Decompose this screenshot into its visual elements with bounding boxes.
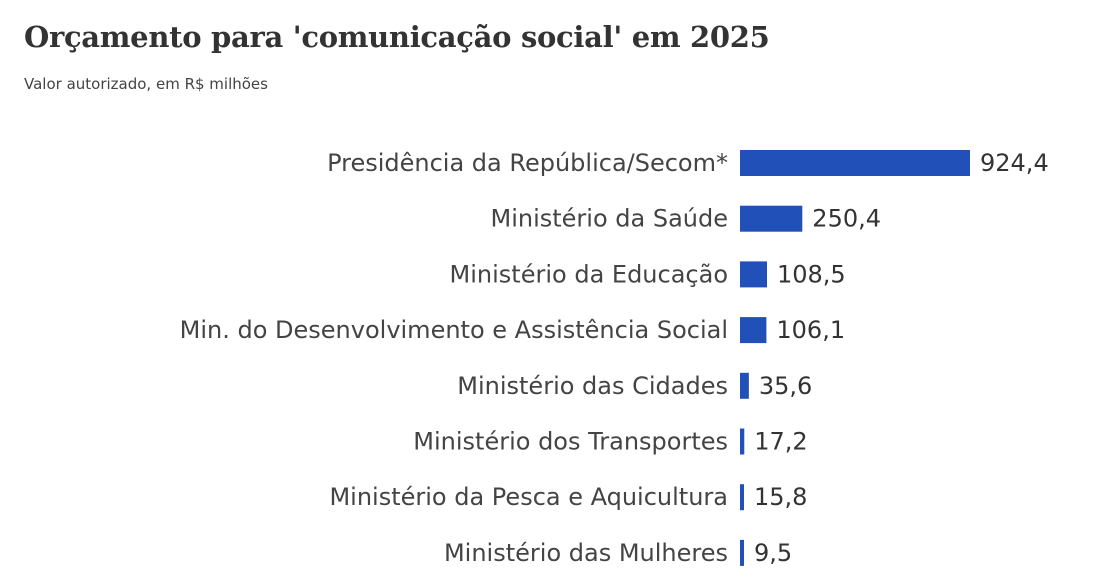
category-label: Ministério dos Transportes	[413, 428, 728, 456]
chart-subtitle: Valor autorizado, em R$ milhões	[24, 75, 268, 93]
chart-title: Orçamento para 'comunicação social' em 2…	[24, 20, 770, 54]
value-label: 250,4	[812, 205, 881, 233]
value-label: 17,2	[754, 428, 807, 456]
value-label: 35,6	[759, 372, 812, 400]
bar	[740, 539, 744, 566]
bar	[740, 317, 767, 344]
bar	[740, 205, 803, 232]
value-label: 108,5	[777, 260, 846, 288]
bar	[740, 372, 749, 399]
value-label: 9,5	[754, 539, 792, 567]
category-label: Ministério das Mulheres	[444, 539, 728, 567]
category-label: Ministério da Saúde	[490, 205, 728, 233]
category-label: Min. do Desenvolvimento e Assistência So…	[180, 316, 728, 344]
category-label: Ministério da Educação	[450, 260, 728, 288]
value-label: 15,8	[754, 483, 807, 511]
category-label: Ministério da Pesca e Aquicultura	[329, 483, 728, 511]
bar	[740, 484, 744, 511]
category-label: Presidência da República/Secom*	[327, 149, 728, 177]
value-label: 924,4	[980, 149, 1049, 177]
bar	[740, 150, 970, 176]
value-label: 106,1	[776, 316, 845, 344]
bar	[740, 261, 767, 288]
category-label: Ministério das Cidades	[457, 372, 728, 400]
bar	[740, 428, 745, 455]
